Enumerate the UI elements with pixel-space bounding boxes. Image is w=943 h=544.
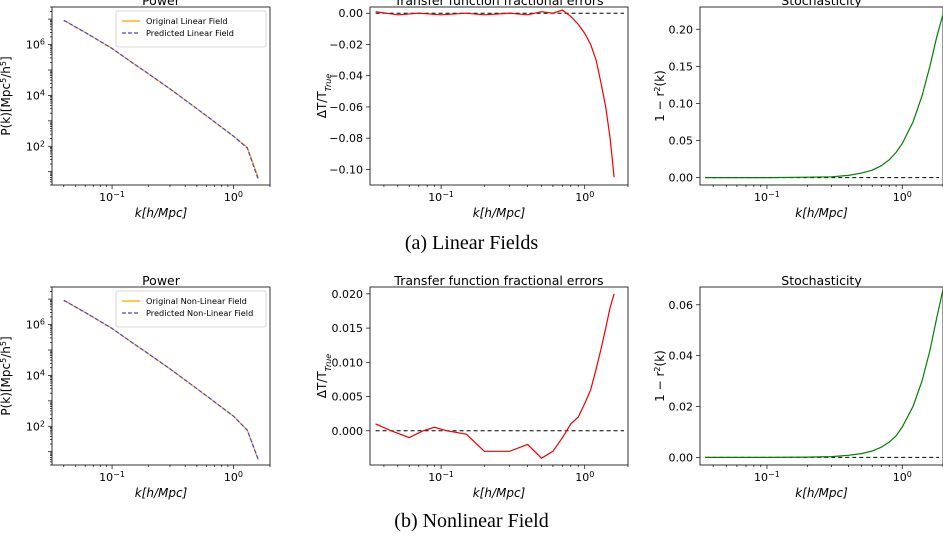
axes-frame xyxy=(699,286,943,466)
x-tick-label: 10−1 xyxy=(99,190,125,205)
y-tick-label: −0.06 xyxy=(329,101,363,114)
series-line-1 xyxy=(705,14,943,179)
y-tick-label: 0.020 xyxy=(332,288,364,301)
legend-entry: Original Non-Linear Field xyxy=(146,296,247,306)
chart-title: Power xyxy=(142,0,181,8)
y-tick-label: 104 xyxy=(26,88,45,103)
y-tick-label: 0.00 xyxy=(339,7,364,20)
series-line-1 xyxy=(375,9,615,178)
y-tick-label: −0.02 xyxy=(329,38,363,51)
y-axis-label: 1 − r2(k) xyxy=(653,350,668,402)
x-tick-label: 10−1 xyxy=(99,470,125,485)
legend-entry: Predicted Non-Linear Field xyxy=(146,308,253,318)
y-axis-label: ΔT/TTrue xyxy=(315,74,333,119)
y-axis-label: P(k)[Mpc5/h5] xyxy=(0,56,13,135)
series-line-1 xyxy=(705,289,943,458)
x-axis-label: k[h/Mpc] xyxy=(135,206,188,220)
caption-linear: (a) Linear Fields xyxy=(404,232,539,254)
y-tick-label: 0.10 xyxy=(669,97,694,110)
axes-frame xyxy=(51,6,271,186)
x-tick-label: 10−1 xyxy=(428,190,454,205)
chart-title: Stochasticity xyxy=(781,0,862,8)
y-tick-label: 0.15 xyxy=(669,60,694,73)
legend-entry: Original Linear Field xyxy=(146,16,228,26)
chart-panel-1: Power 10−1 100 102 104 106 k[h/Mpc] P(k)[Mpc5/h… xyxy=(0,0,271,220)
series-line-2 xyxy=(63,299,259,460)
y-tick-label: 0.05 xyxy=(669,135,694,148)
chart-title: Power xyxy=(142,273,181,288)
y-tick-label: 102 xyxy=(26,139,45,154)
y-axis-label: P(k)[Mpc5/h5] xyxy=(0,336,13,415)
y-tick-label: 0.000 xyxy=(332,425,364,438)
axes-frame xyxy=(51,286,271,466)
axes-frame xyxy=(369,286,629,466)
x-axis-label: k[h/Mpc] xyxy=(795,486,848,500)
chart-panel-5: Transfer function fractional errors 10−1 1… xyxy=(315,273,629,500)
y-tick-label: 0.005 xyxy=(332,391,364,404)
axes-frame xyxy=(369,6,629,186)
y-tick-label: 0.06 xyxy=(669,299,694,312)
chart-title: Stochasticity xyxy=(781,273,862,288)
axes-frame xyxy=(699,6,943,186)
x-axis-label: k[h/Mpc] xyxy=(473,206,526,220)
y-tick-label: 0.20 xyxy=(669,23,694,36)
series-line-2 xyxy=(63,19,259,180)
y-tick-label: 104 xyxy=(26,368,45,383)
chart-title: Transfer function fractional errors xyxy=(393,0,603,8)
x-tick-label: 100 xyxy=(575,470,594,485)
y-axis-label: 1 − r2(k) xyxy=(653,70,668,122)
x-tick-label: 10−1 xyxy=(754,190,780,205)
x-tick-label: 100 xyxy=(224,470,243,485)
y-tick-label: 0.00 xyxy=(669,172,694,185)
chart-panel-6: Stochasticity 10−1 100 0.00 0.02 0.04 0.06 k[h/… xyxy=(653,273,943,500)
y-tick-label: 0.00 xyxy=(669,451,694,464)
x-tick-label: 100 xyxy=(893,470,912,485)
caption-nonlinear: (b) Nonlinear Field xyxy=(394,510,549,532)
x-tick-label: 10−1 xyxy=(754,470,780,485)
x-axis-label: k[h/Mpc] xyxy=(473,486,526,500)
y-tick-label: 0.04 xyxy=(669,350,694,363)
y-tick-label: 102 xyxy=(26,419,45,434)
legend-box xyxy=(115,290,267,328)
y-tick-label: 0.015 xyxy=(332,322,364,335)
y-tick-label: 0.010 xyxy=(332,356,364,369)
x-tick-label: 10−1 xyxy=(428,470,454,485)
y-tick-label: 106 xyxy=(26,317,45,332)
legend: Original Linear Field Predicted Linear Fi… xyxy=(115,10,267,48)
x-axis-label: k[h/Mpc] xyxy=(795,206,848,220)
y-tick-label: −0.08 xyxy=(329,132,363,145)
x-tick-label: 100 xyxy=(893,190,912,205)
y-tick-label: −0.10 xyxy=(329,163,363,176)
legend: Original Non-Linear Field Predicted Non-L… xyxy=(115,290,267,328)
legend-box xyxy=(115,10,267,48)
chart-panel-4: Power 10−1 100 102 104 106 k[h/Mpc] P(k)[Mpc5/h… xyxy=(0,273,271,500)
x-tick-label: 100 xyxy=(575,190,594,205)
series-line-1 xyxy=(375,293,615,459)
legend-entry: Predicted Linear Field xyxy=(146,28,234,38)
y-axis-label: ΔT/TTrue xyxy=(315,354,333,399)
chart-title: Transfer function fractional errors xyxy=(393,273,603,288)
y-tick-label: 0.02 xyxy=(669,401,694,414)
chart-panel-2: Transfer function fractional errors 10−1 1… xyxy=(315,0,629,220)
x-tick-label: 100 xyxy=(224,190,243,205)
y-tick-label: 106 xyxy=(26,37,45,52)
y-tick-label: −0.04 xyxy=(329,70,363,83)
chart-panel-3: Stochasticity 10−1 100 0.00 0.05 0.10 0.15 0.20… xyxy=(653,0,943,220)
x-axis-label: k[h/Mpc] xyxy=(135,486,188,500)
